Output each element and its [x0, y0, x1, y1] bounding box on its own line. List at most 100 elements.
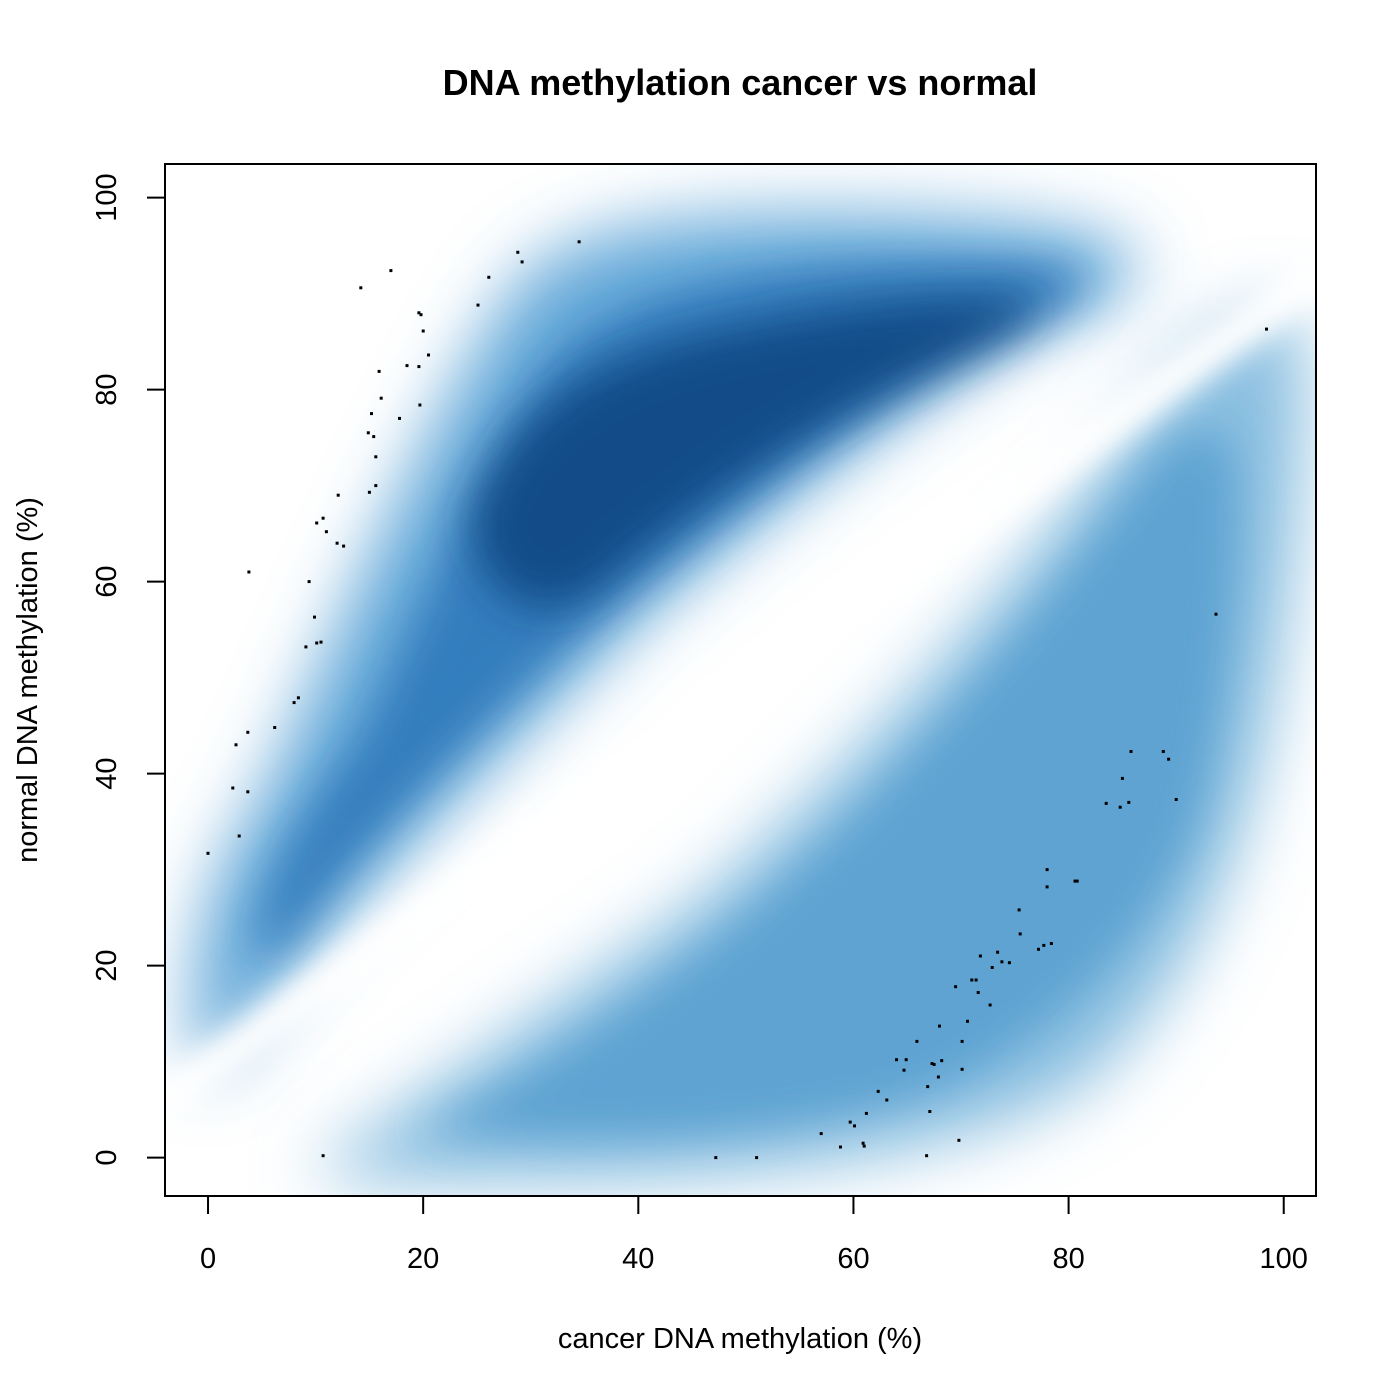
- y-axis-label: normal DNA methylation (%): [12, 497, 44, 863]
- data-point: [885, 1098, 889, 1102]
- data-point: [1174, 798, 1178, 801]
- data-point: [1118, 805, 1122, 809]
- data-point: [417, 311, 421, 315]
- data-point: [1073, 879, 1077, 883]
- data-point: [1104, 801, 1108, 805]
- data-point: [520, 260, 524, 264]
- data-point: [864, 1111, 868, 1115]
- data-point: [928, 1110, 932, 1113]
- data-point: [476, 303, 480, 307]
- data-point: [234, 743, 238, 747]
- data-point: [876, 1089, 880, 1093]
- data-point: [1017, 908, 1021, 912]
- data-point: [988, 1003, 992, 1007]
- data-point: [427, 353, 430, 357]
- density-lower-core: [420, 431, 1237, 1140]
- data-point: [930, 1062, 934, 1065]
- x-tick-label: 60: [837, 1243, 869, 1275]
- data-point: [246, 790, 250, 794]
- data-point: [273, 726, 277, 729]
- x-tick-label: 0: [200, 1243, 216, 1275]
- data-point: [938, 1024, 941, 1028]
- data-point: [374, 455, 378, 459]
- data-point: [246, 730, 250, 734]
- y-tick-label: 0: [91, 1150, 123, 1166]
- data-point: [367, 490, 371, 494]
- data-point: [372, 435, 376, 439]
- data-point: [366, 431, 370, 435]
- data-point: [237, 834, 241, 838]
- data-point: [915, 1039, 919, 1043]
- density-diagonal-gap: [165, 255, 1316, 1119]
- data-point: [902, 1068, 906, 1072]
- x-tick-label: 20: [407, 1243, 439, 1275]
- data-point: [848, 1120, 852, 1124]
- data-point: [321, 1154, 325, 1158]
- data-point: [1075, 879, 1079, 883]
- data-point: [377, 369, 381, 373]
- data-point: [895, 1058, 898, 1062]
- data-point: [335, 541, 339, 545]
- plot-frame: [164, 163, 1317, 1197]
- data-point: [370, 412, 373, 416]
- data-point: [970, 978, 974, 982]
- data-point: [516, 250, 520, 254]
- data-point: [954, 985, 958, 989]
- data-point: [1214, 612, 1218, 616]
- data-point: [296, 696, 300, 700]
- data-point: [374, 484, 378, 488]
- data-point: [960, 1067, 964, 1071]
- data-point: [1265, 327, 1268, 331]
- data-point: [1000, 960, 1004, 964]
- data-point: [405, 364, 409, 368]
- data-point: [1045, 885, 1049, 889]
- points-layer: [206, 240, 1268, 1160]
- chart-title: DNA methylation cancer vs normal: [443, 62, 1038, 103]
- data-point: [315, 521, 319, 525]
- data-point: [960, 1039, 964, 1043]
- data-point: [315, 641, 319, 645]
- data-point: [1045, 868, 1049, 872]
- data-point: [853, 1124, 856, 1128]
- data-point: [974, 978, 978, 982]
- y-tick-label: 40: [91, 757, 123, 789]
- data-point: [1049, 942, 1053, 945]
- data-point: [932, 1063, 936, 1066]
- data-point: [1037, 947, 1040, 951]
- data-point: [755, 1156, 759, 1160]
- y-tick-label: 100: [91, 173, 123, 221]
- data-point: [389, 269, 393, 273]
- data-point: [966, 1019, 969, 1023]
- data-point: [379, 396, 383, 400]
- data-point: [1167, 757, 1171, 761]
- data-point: [336, 493, 340, 497]
- data-point: [319, 640, 323, 644]
- density-layer: [165, 213, 1316, 1182]
- data-point: [936, 1075, 940, 1079]
- x-tick-label: 40: [622, 1243, 654, 1275]
- data-point: [1161, 750, 1165, 753]
- data-point: [1018, 932, 1022, 936]
- x-tick-label: 80: [1052, 1243, 1084, 1275]
- data-point: [1120, 776, 1124, 780]
- data-point: [976, 991, 980, 994]
- data-point: [978, 954, 982, 958]
- y-tick-label: 20: [91, 949, 123, 981]
- data-point: [904, 1058, 908, 1062]
- data-point: [926, 1085, 930, 1089]
- data-point: [206, 851, 210, 855]
- data-point: [342, 544, 346, 548]
- data-point: [321, 516, 325, 520]
- data-point: [359, 286, 363, 290]
- data-point: [292, 701, 296, 705]
- y-tick-label: 80: [91, 373, 123, 405]
- y-tick-label: 60: [91, 565, 123, 597]
- data-point: [862, 1144, 866, 1148]
- data-point: [819, 1132, 823, 1136]
- data-point: [940, 1059, 944, 1063]
- x-axis: 0 20 40 60 80 100: [200, 1195, 1308, 1275]
- data-point: [1129, 750, 1133, 753]
- data-point: [996, 950, 1000, 954]
- data-point: [398, 416, 401, 420]
